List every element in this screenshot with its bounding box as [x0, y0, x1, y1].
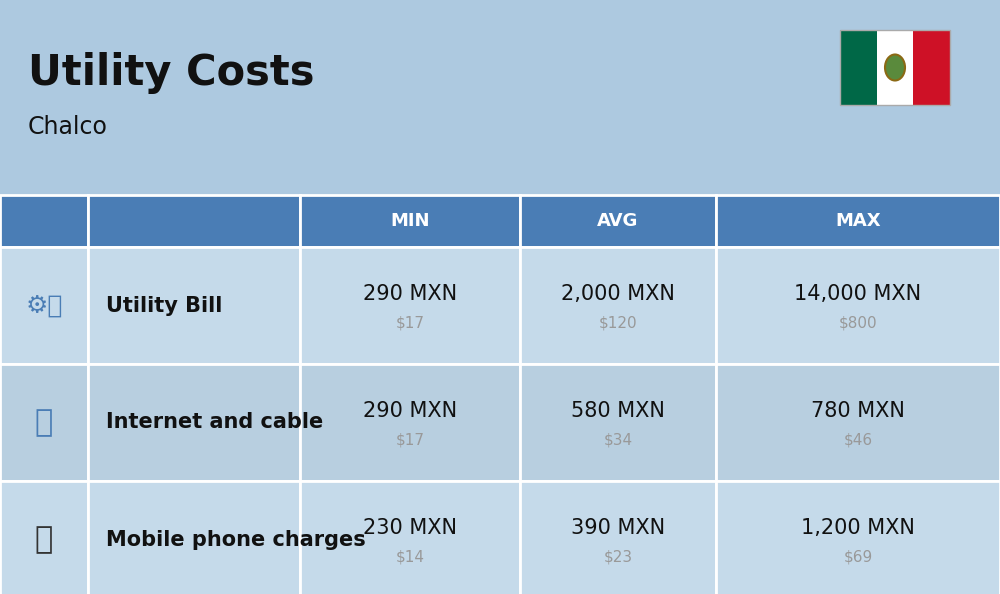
FancyBboxPatch shape	[520, 195, 716, 247]
Text: 14,000 MXN: 14,000 MXN	[794, 284, 922, 304]
FancyBboxPatch shape	[716, 481, 1000, 594]
FancyBboxPatch shape	[88, 364, 300, 481]
Text: AVG: AVG	[597, 212, 639, 230]
FancyBboxPatch shape	[300, 195, 520, 247]
FancyBboxPatch shape	[840, 30, 877, 105]
Text: 580 MXN: 580 MXN	[571, 401, 665, 421]
Text: 390 MXN: 390 MXN	[571, 518, 665, 538]
FancyBboxPatch shape	[300, 481, 520, 594]
Text: MIN: MIN	[390, 212, 430, 230]
Text: 📱: 📱	[35, 525, 53, 554]
FancyBboxPatch shape	[88, 247, 300, 364]
Ellipse shape	[885, 55, 905, 81]
Text: $46: $46	[843, 432, 873, 447]
FancyBboxPatch shape	[520, 481, 716, 594]
Text: $23: $23	[603, 549, 633, 564]
Text: $800: $800	[839, 315, 877, 330]
Text: 780 MXN: 780 MXN	[811, 401, 905, 421]
Text: Internet and cable: Internet and cable	[106, 412, 323, 432]
FancyBboxPatch shape	[0, 195, 88, 247]
FancyBboxPatch shape	[877, 30, 913, 105]
FancyBboxPatch shape	[0, 481, 88, 594]
FancyBboxPatch shape	[300, 247, 520, 364]
FancyBboxPatch shape	[88, 481, 300, 594]
Text: $17: $17	[396, 432, 424, 447]
Text: $34: $34	[603, 432, 633, 447]
Text: 1,200 MXN: 1,200 MXN	[801, 518, 915, 538]
Text: $120: $120	[599, 315, 637, 330]
Text: $14: $14	[396, 549, 424, 564]
Text: $69: $69	[843, 549, 873, 564]
Text: 290 MXN: 290 MXN	[363, 284, 457, 304]
Text: 290 MXN: 290 MXN	[363, 401, 457, 421]
FancyBboxPatch shape	[716, 247, 1000, 364]
Text: Mobile phone charges: Mobile phone charges	[106, 529, 366, 549]
FancyBboxPatch shape	[0, 364, 88, 481]
Text: $17: $17	[396, 315, 424, 330]
FancyBboxPatch shape	[520, 247, 716, 364]
Text: Utility Bill: Utility Bill	[106, 295, 222, 315]
FancyBboxPatch shape	[716, 195, 1000, 247]
FancyBboxPatch shape	[520, 364, 716, 481]
Text: 230 MXN: 230 MXN	[363, 518, 457, 538]
FancyBboxPatch shape	[88, 195, 300, 247]
FancyBboxPatch shape	[300, 364, 520, 481]
FancyBboxPatch shape	[716, 364, 1000, 481]
FancyBboxPatch shape	[913, 30, 950, 105]
FancyBboxPatch shape	[0, 247, 88, 364]
Text: MAX: MAX	[835, 212, 881, 230]
Text: 📶: 📶	[35, 408, 53, 437]
Text: ⚙🔌: ⚙🔌	[25, 293, 63, 318]
Text: Chalco: Chalco	[28, 115, 108, 139]
Text: 2,000 MXN: 2,000 MXN	[561, 284, 675, 304]
Text: Utility Costs: Utility Costs	[28, 52, 314, 94]
